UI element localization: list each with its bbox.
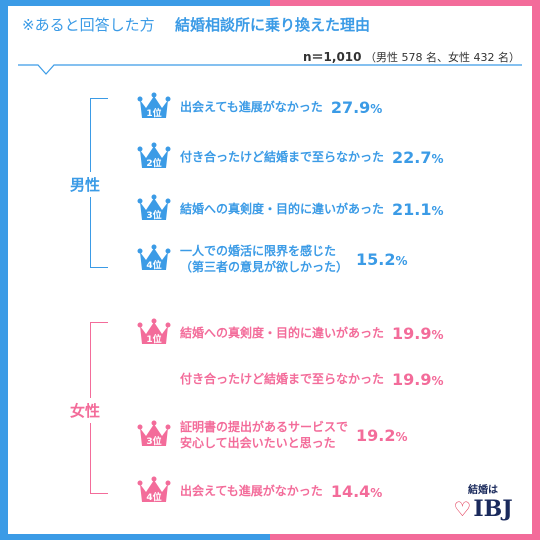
crown-icon: 1位 bbox=[136, 318, 172, 348]
rank-label: 1位 bbox=[146, 109, 162, 119]
sample-size: n＝1,010 （男性 578 名、女性 432 名） bbox=[303, 48, 520, 65]
heart-icon: ♡ bbox=[453, 497, 472, 521]
rank-label: 3位 bbox=[146, 211, 162, 221]
reason-line: （第三者の意見が欲しかった） bbox=[180, 260, 349, 274]
female-group-label: 女性 bbox=[70, 398, 101, 423]
reason-line: 出会えても進展がなかった bbox=[180, 484, 323, 498]
reason-label: 付き合ったけど結婚まで至らなかった bbox=[180, 149, 384, 165]
crown-icon: 1位 bbox=[136, 92, 172, 122]
reason-label: 出会えても進展がなかった bbox=[180, 99, 323, 115]
rank-label: 3位 bbox=[146, 437, 162, 447]
reason-label: 一人での婚活に限界を感じた （第三者の意見が欲しかった） bbox=[180, 243, 348, 275]
header-title: ※あると回答した方 結婚相談所に乗り換えた理由 bbox=[22, 14, 522, 42]
logo-text: IBJ bbox=[473, 496, 513, 522]
reason-label: 結婚への真剣度・目的に違いがあった bbox=[180, 201, 384, 217]
crown-icon: 3位 bbox=[136, 194, 172, 224]
reason-line: 安心して出会いたいと思った bbox=[180, 436, 336, 450]
crown-icon: 2位 bbox=[136, 142, 172, 172]
sample-detail: （男性 578 名、女性 432 名） bbox=[365, 51, 520, 64]
female-rank-row: 4位 出会えても進展がなかった 14.4% bbox=[136, 474, 382, 508]
female-rank-row: 1位 結婚への真剣度・目的に違いがあった 19.9% bbox=[136, 316, 444, 350]
reason-line: 付き合ったけど結婚まで至らなかった bbox=[180, 150, 385, 164]
reason-label: 出会えても進展がなかった bbox=[180, 483, 323, 499]
percentage-value: 15.2% bbox=[356, 249, 408, 269]
crown-icon: 4位 bbox=[136, 476, 172, 506]
reason-line: 結婚への真剣度・目的に違いがあった bbox=[180, 202, 385, 216]
male-rank-row: 1位 出会えても進展がなかった 27.9% bbox=[136, 90, 382, 124]
header-main-title: 結婚相談所に乗り換えた理由 bbox=[175, 16, 371, 34]
reason-label: 付き合ったけど結婚まで至らなかった bbox=[180, 371, 384, 387]
infographic-card: ※あると回答した方 結婚相談所に乗り換えた理由 n＝1,010 （男性 578 … bbox=[8, 6, 532, 534]
percentage-value: 14.4% bbox=[330, 481, 383, 501]
percentage-value: 21.1% bbox=[392, 199, 444, 219]
reason-line: 付き合ったけど結婚まで至らなかった bbox=[180, 372, 385, 386]
header-prefix: ※あると回答した方 bbox=[22, 16, 155, 34]
male-rank-row: 4位 一人での婚活に限界を感じた （第三者の意見が欲しかった） 15.2% bbox=[136, 242, 408, 276]
percentage-value: 19.9% bbox=[392, 323, 444, 343]
reason-label: 証明書の提出があるサービスで 安心して出会いたいと思った bbox=[180, 419, 348, 451]
female-rank-row: 3位 証明書の提出があるサービスで 安心して出会いたいと思った 19.2% bbox=[136, 418, 408, 452]
logo-tagline: 結婚は bbox=[468, 485, 498, 496]
rank-label: 1位 bbox=[146, 335, 162, 345]
reason-line: 結婚への真剣度・目的に違いがあった bbox=[180, 326, 385, 340]
sample-n: n＝1,010 bbox=[303, 50, 362, 64]
male-rank-row: 3位 結婚への真剣度・目的に違いがあった 21.1% bbox=[136, 192, 444, 226]
percentage-value: 19.9% bbox=[392, 369, 444, 389]
crown-icon: 4位 bbox=[136, 244, 172, 274]
reason-line: 証明書の提出があるサービスで bbox=[180, 420, 349, 434]
female-rank-row: 付き合ったけど結婚まで至らなかった 19.9% bbox=[136, 362, 444, 396]
percentage-value: 22.7% bbox=[392, 147, 444, 167]
male-group-label: 男性 bbox=[70, 172, 101, 197]
percentage-value: 19.2% bbox=[356, 425, 408, 445]
reason-label: 結婚への真剣度・目的に違いがあった bbox=[180, 325, 384, 341]
male-rank-row: 2位 付き合ったけど結婚まで至らなかった 22.7% bbox=[136, 140, 444, 174]
percentage-value: 27.9% bbox=[330, 97, 383, 117]
rank-label: 4位 bbox=[146, 493, 162, 503]
ibj-logo: 結婚は ♡ IBJ bbox=[448, 481, 518, 522]
crown-icon: 3位 bbox=[136, 420, 172, 450]
rank-label: 4位 bbox=[146, 261, 162, 271]
reason-line: 一人での婚活に限界を感じた bbox=[180, 244, 337, 258]
rank-label: 2位 bbox=[146, 159, 162, 169]
header-divider bbox=[18, 64, 522, 75]
reason-line: 出会えても進展がなかった bbox=[180, 100, 323, 114]
